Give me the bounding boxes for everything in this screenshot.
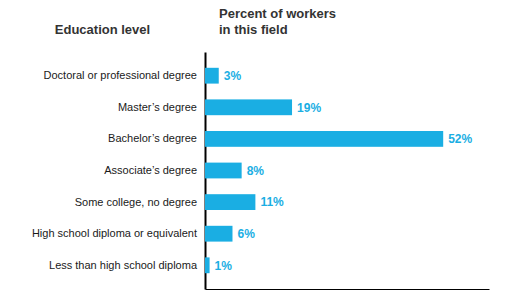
x-axis-line [206,289,490,290]
data-label: 6% [237,227,255,241]
y-tick-label: Bachelor’s degree [108,132,197,144]
y-tick: High school diploma or equivalent [32,227,197,239]
bar [205,163,242,179]
y-tick: Bachelor’s degree [108,132,197,144]
bar [205,99,292,115]
bar [205,226,232,242]
y-tick: Less than high school diploma [49,259,198,271]
bar [205,194,255,210]
y-tick: Associate’s degree [104,164,197,176]
y-tick: Doctoral or professional degree [44,69,197,81]
y-tick-label: High school diploma or equivalent [32,227,197,239]
x-axis [206,289,490,290]
y-tick-label: Doctoral or professional degree [44,69,197,81]
y-tick: Master’s degree [118,101,197,113]
y-tick-label: Some college, no degree [75,196,197,208]
y-axis: Doctoral or professional degree Master’s … [32,53,206,290]
data-label: 1% [215,259,233,273]
bar [205,257,210,273]
chart-container: Doctoral or professional degree Master’s … [0,0,525,303]
x-axis-title-line: Percent of workers [219,6,336,21]
data-labels: 3% 19% 52% 8% 11% 6% 1% [215,69,473,273]
data-label: 8% [247,164,265,178]
bar [205,68,219,84]
y-tick: Some college, no degree [75,196,197,208]
data-label: 3% [224,69,242,83]
chart-svg: Doctoral or professional degree Master’s … [0,0,525,303]
data-label: 19% [297,101,321,115]
data-label: 52% [448,132,472,146]
y-axis-title: Education level [55,22,150,37]
bars [205,68,443,273]
bar [205,131,443,147]
plot-area: Doctoral or professional degree Master’s … [32,53,490,290]
x-axis-title-line: in this field [219,22,288,37]
y-tick-label: Less than high school diploma [49,259,198,271]
x-axis-title: Percent of workersin this field [219,6,336,37]
y-tick-label: Associate’s degree [104,164,197,176]
y-tick-label: Master’s degree [118,101,197,113]
data-label: 11% [260,195,284,209]
